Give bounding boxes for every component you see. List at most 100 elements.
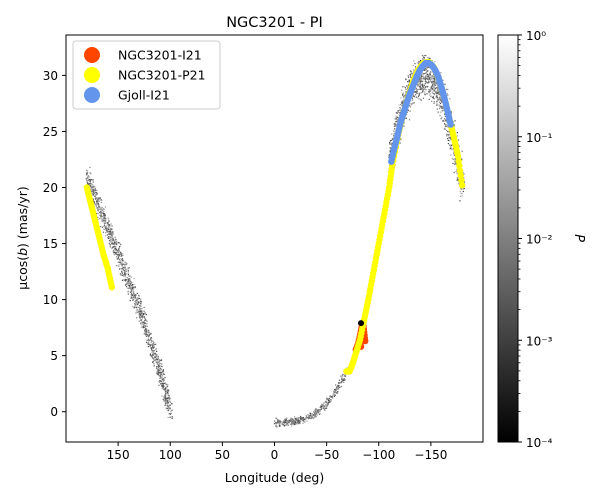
- density-point: [136, 308, 138, 310]
- density-point: [147, 331, 149, 333]
- density-point: [398, 114, 400, 116]
- density-point: [407, 81, 409, 83]
- density-point: [329, 399, 332, 401]
- density-point: [429, 74, 431, 76]
- density-point: [439, 97, 441, 99]
- density-point: [146, 334, 149, 336]
- density-point: [335, 389, 337, 391]
- density-point: [302, 420, 304, 422]
- density-point: [433, 76, 435, 79]
- density-point: [309, 416, 311, 418]
- density-point: [399, 112, 401, 114]
- x-axis: 150 100 50 0 −50 −100 −150: [107, 442, 447, 462]
- density-point: [426, 75, 428, 77]
- density-point: [341, 379, 343, 382]
- density-point: [129, 279, 131, 282]
- density-point: [91, 185, 93, 187]
- density-point: [421, 88, 423, 90]
- density-point: [408, 76, 410, 78]
- density-point: [141, 318, 143, 320]
- density-point: [327, 404, 329, 406]
- density-point: [127, 272, 129, 274]
- density-point: [119, 259, 121, 261]
- density-point: [123, 275, 125, 277]
- density-point: [131, 293, 133, 295]
- density-point: [164, 388, 166, 390]
- density-point: [105, 219, 107, 222]
- density-point: [93, 200, 95, 203]
- density-point: [167, 409, 169, 412]
- density-point: [440, 100, 442, 102]
- density-point: [397, 117, 399, 119]
- density-point: [157, 367, 159, 370]
- density-point: [280, 420, 282, 422]
- density-point: [140, 305, 142, 307]
- density-point: [86, 179, 88, 181]
- density-point: [455, 162, 457, 164]
- density-point: [136, 311, 139, 313]
- density-point: [139, 310, 141, 312]
- density-point: [439, 96, 442, 99]
- density-point: [121, 264, 124, 266]
- density-point: [114, 236, 116, 238]
- density-point: [284, 421, 287, 424]
- density-point: [440, 105, 442, 107]
- density-point: [423, 77, 426, 80]
- density-point: [414, 88, 417, 90]
- density-point: [156, 366, 158, 368]
- density-point: [121, 263, 123, 265]
- density-point: [428, 98, 430, 100]
- density-point: [130, 281, 132, 283]
- density-point: [105, 226, 107, 228]
- density-point: [162, 384, 164, 386]
- density-point: [124, 276, 126, 278]
- series-layer: [83, 58, 466, 375]
- density-point: [148, 339, 150, 342]
- density-point: [394, 130, 396, 132]
- density-point: [279, 421, 281, 423]
- density-point: [103, 208, 105, 211]
- density-point: [154, 360, 156, 362]
- data-point: [456, 162, 463, 170]
- density-point: [135, 310, 138, 312]
- density-point: [107, 228, 109, 230]
- density-point: [98, 198, 101, 200]
- density-point: [128, 287, 130, 290]
- density-point: [85, 174, 88, 176]
- density-point: [141, 307, 143, 310]
- density-point: [133, 307, 135, 309]
- density-point: [389, 147, 391, 149]
- density-point: [103, 220, 105, 222]
- density-point: [447, 138, 449, 140]
- density-point: [146, 343, 149, 345]
- density-point: [167, 402, 169, 404]
- density-point: [293, 423, 296, 426]
- density-point: [143, 333, 145, 335]
- density-point: [100, 214, 102, 216]
- density-point: [317, 409, 319, 412]
- density-point: [309, 415, 311, 417]
- density-point: [407, 75, 409, 77]
- density-point: [128, 279, 131, 281]
- density-point: [391, 139, 394, 141]
- density-point: [425, 89, 427, 91]
- density-point: [115, 249, 117, 251]
- density-point: [420, 99, 422, 101]
- density-point: [402, 100, 404, 102]
- density-point: [288, 422, 290, 424]
- density-point: [413, 102, 415, 104]
- density-point: [156, 360, 159, 362]
- density-point: [440, 111, 442, 113]
- density-point: [395, 116, 397, 119]
- density-point: [147, 346, 150, 348]
- density-point: [151, 354, 154, 356]
- density-point: [143, 313, 145, 315]
- density-point: [144, 312, 146, 314]
- density-point: [119, 253, 122, 255]
- density-point: [147, 335, 149, 337]
- density-point: [115, 256, 118, 258]
- density-point: [121, 270, 123, 272]
- density-point: [330, 396, 332, 399]
- density-point: [152, 361, 154, 364]
